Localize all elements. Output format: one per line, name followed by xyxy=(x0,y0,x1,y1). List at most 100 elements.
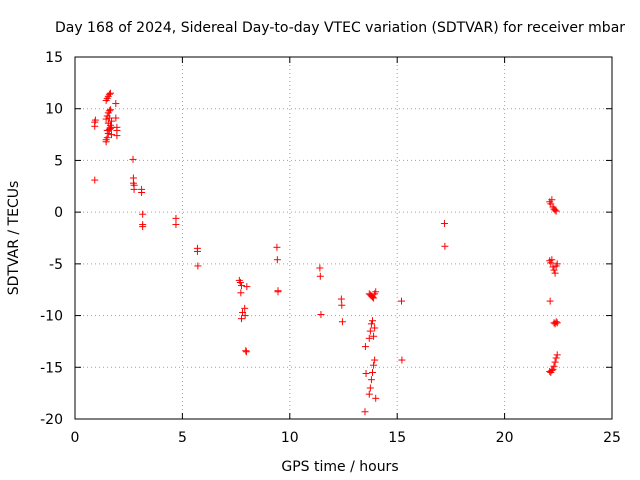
data-point xyxy=(338,301,346,309)
data-point xyxy=(440,220,448,228)
y-tick-label: 15 xyxy=(45,50,63,66)
data-point xyxy=(552,354,560,362)
data-point xyxy=(366,384,374,392)
data-point xyxy=(316,272,324,280)
y-tick-label: 10 xyxy=(45,102,63,118)
data-point xyxy=(236,278,244,286)
y-axis-label: SDTVAR / TECUs xyxy=(6,181,22,296)
data-point xyxy=(367,376,375,384)
data-point xyxy=(106,106,114,114)
data-points xyxy=(91,89,561,416)
data-point xyxy=(112,100,120,108)
data-point xyxy=(242,348,250,356)
x-tick-label: 15 xyxy=(388,430,406,446)
data-point xyxy=(103,126,111,134)
y-tick-label: -15 xyxy=(40,360,63,376)
y-tick-labels: -20 -15 -10 -5 0 5 10 15 xyxy=(40,50,63,428)
x-tick-label: 0 xyxy=(71,430,80,446)
x-tick-label: 5 xyxy=(178,430,187,446)
data-point xyxy=(338,318,346,326)
data-point xyxy=(370,332,378,340)
data-point xyxy=(130,185,138,193)
data-point xyxy=(368,368,376,376)
data-point xyxy=(273,256,281,264)
data-point xyxy=(172,221,180,229)
data-point xyxy=(371,324,379,332)
data-point xyxy=(548,366,556,374)
y-tick-label: -10 xyxy=(40,309,63,325)
grid-lines xyxy=(75,57,612,419)
data-point xyxy=(546,297,554,305)
data-point xyxy=(441,242,449,250)
data-point xyxy=(102,115,110,123)
data-point xyxy=(317,311,325,319)
data-point xyxy=(548,256,556,264)
chart-title: Day 168 of 2024, Sidereal Day-to-day VTE… xyxy=(55,20,625,36)
data-point xyxy=(108,131,116,139)
data-point xyxy=(551,358,559,366)
data-point xyxy=(553,351,561,359)
data-point xyxy=(241,304,249,312)
data-point xyxy=(237,282,245,290)
data-point xyxy=(337,295,345,303)
data-point xyxy=(551,269,559,277)
data-point xyxy=(104,130,112,138)
data-point xyxy=(397,297,405,305)
data-point xyxy=(113,132,121,140)
data-point xyxy=(552,207,560,215)
data-point xyxy=(366,327,374,335)
data-point xyxy=(368,317,376,325)
data-point xyxy=(362,369,370,377)
x-tick-label: 20 xyxy=(496,430,514,446)
y-tick-label: 0 xyxy=(54,205,63,221)
data-point xyxy=(372,394,380,402)
data-point xyxy=(112,114,120,122)
data-point xyxy=(552,318,560,326)
data-point xyxy=(370,294,378,302)
y-tick-label: 5 xyxy=(54,153,63,169)
data-point xyxy=(237,289,245,297)
data-point xyxy=(104,119,112,127)
data-point xyxy=(237,315,245,323)
data-point xyxy=(365,390,373,398)
data-point xyxy=(243,283,251,291)
data-point xyxy=(138,188,146,196)
data-point xyxy=(91,116,99,124)
data-point xyxy=(139,223,147,231)
data-point xyxy=(398,356,406,364)
data-point xyxy=(551,206,559,214)
data-point xyxy=(193,247,201,255)
data-point xyxy=(241,312,249,320)
data-point xyxy=(105,107,113,115)
data-point xyxy=(550,362,558,370)
y-tick-label: -20 xyxy=(40,412,63,428)
data-point xyxy=(274,288,282,296)
data-point xyxy=(194,262,202,270)
plot-frame xyxy=(74,56,613,420)
data-point xyxy=(129,155,137,163)
data-point xyxy=(139,210,147,218)
x-tick-label: 25 xyxy=(603,430,621,446)
data-point xyxy=(371,356,379,364)
x-tick-label: 10 xyxy=(281,430,299,446)
data-point xyxy=(105,90,113,98)
data-point xyxy=(106,89,114,97)
data-point xyxy=(549,263,557,271)
x-tick-labels: 0 5 10 15 20 25 xyxy=(71,430,621,446)
y-tick-label: -5 xyxy=(49,257,63,273)
data-point xyxy=(367,320,375,328)
data-point xyxy=(316,264,324,272)
data-point xyxy=(105,114,113,122)
axis-ticks xyxy=(74,56,613,420)
data-point xyxy=(242,347,250,355)
data-point xyxy=(365,334,373,342)
data-point xyxy=(372,288,380,296)
data-point xyxy=(361,408,369,416)
data-point xyxy=(547,259,555,267)
data-point xyxy=(361,343,369,351)
data-point xyxy=(548,196,556,204)
data-point xyxy=(91,176,99,184)
data-point xyxy=(553,319,561,327)
data-point xyxy=(370,361,378,369)
